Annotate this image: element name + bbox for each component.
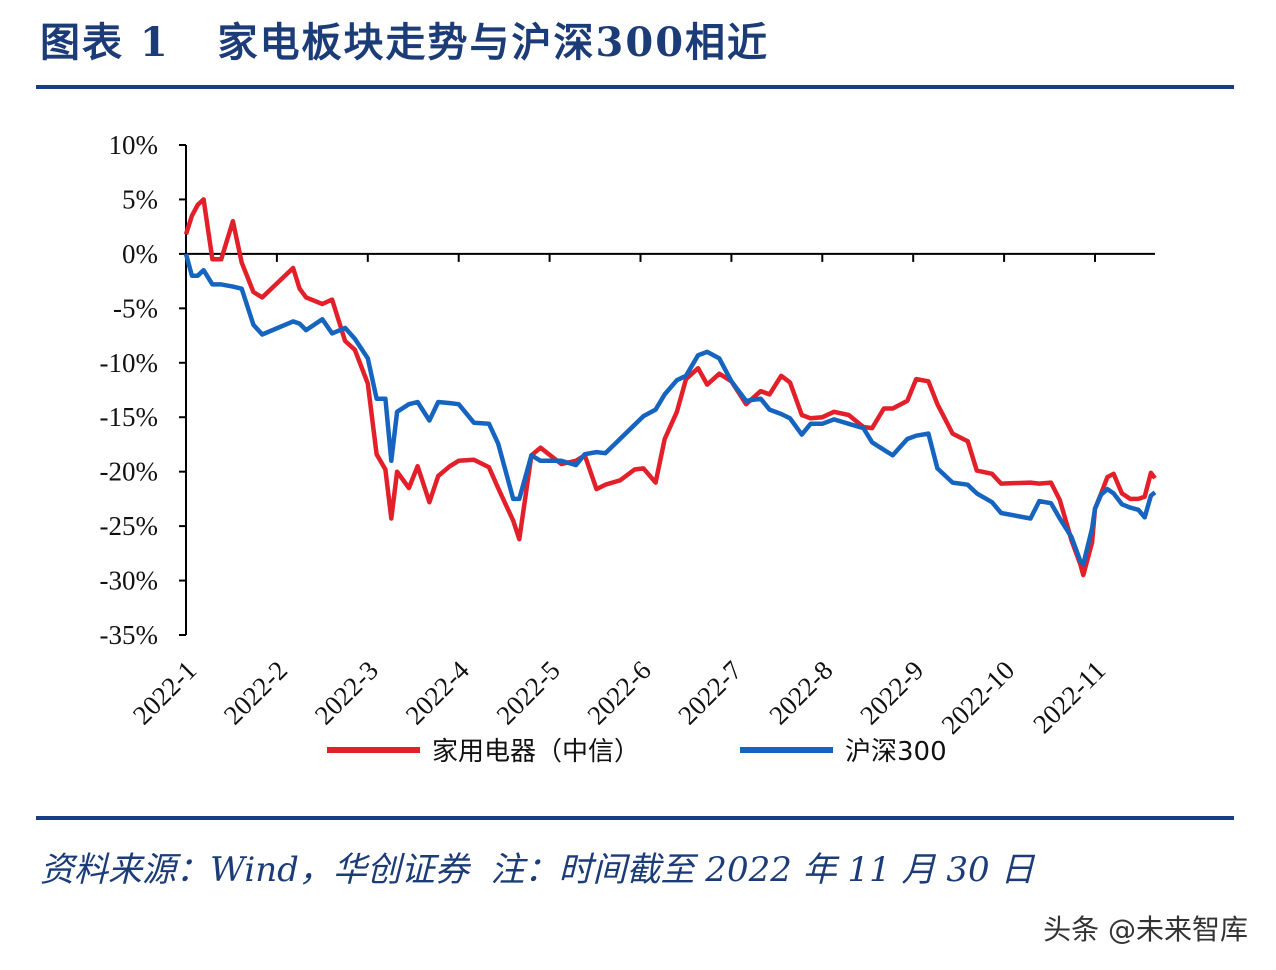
y-tick-label: 10%: [109, 130, 159, 160]
x-tick-label: 2022-7: [672, 655, 747, 730]
y-tick-label: 0%: [122, 239, 158, 269]
source-note: 资料来源：Wind，华创证券 注：时间截至 2022 年 11 月 30 日: [40, 850, 1035, 890]
y-tick-label: -35%: [100, 620, 158, 650]
series-line-home-appliances: [183, 197, 1157, 578]
x-tick-label: 2022-10: [935, 655, 1020, 740]
y-tick-label: -25%: [100, 511, 158, 541]
x-tick-label: 2022-9: [854, 655, 929, 730]
title-divider: [36, 85, 1234, 89]
y-tick-label: 5%: [122, 184, 158, 214]
footer-divider: [36, 816, 1234, 820]
figure-title: 图表 1 家电板块走势与沪深300相近: [40, 19, 770, 66]
x-tick-label: 2022-2: [218, 655, 293, 730]
x-tick-label: 2022-6: [581, 655, 656, 730]
series-line-csi300: [183, 253, 1157, 567]
x-tick-label: 2022-5: [491, 655, 566, 730]
legend-label: 沪深300: [845, 737, 947, 767]
x-tick-label: 2022-11: [1027, 655, 1111, 739]
y-tick-label: -15%: [100, 402, 158, 432]
legend-label: 家用电器（中信）: [432, 737, 640, 767]
x-tick-label: 2022-4: [400, 655, 476, 731]
watermark: 头条 @未来智库: [1043, 913, 1248, 946]
y-tick-label: -5%: [113, 293, 158, 323]
x-tick-label: 2022-8: [763, 655, 838, 730]
y-tick-label: -20%: [100, 457, 158, 487]
y-tick-label: -10%: [100, 348, 158, 378]
x-tick-label: 2022-3: [309, 655, 384, 730]
y-tick-label: -30%: [100, 566, 158, 596]
x-tick-label: 2022-1: [127, 655, 202, 730]
